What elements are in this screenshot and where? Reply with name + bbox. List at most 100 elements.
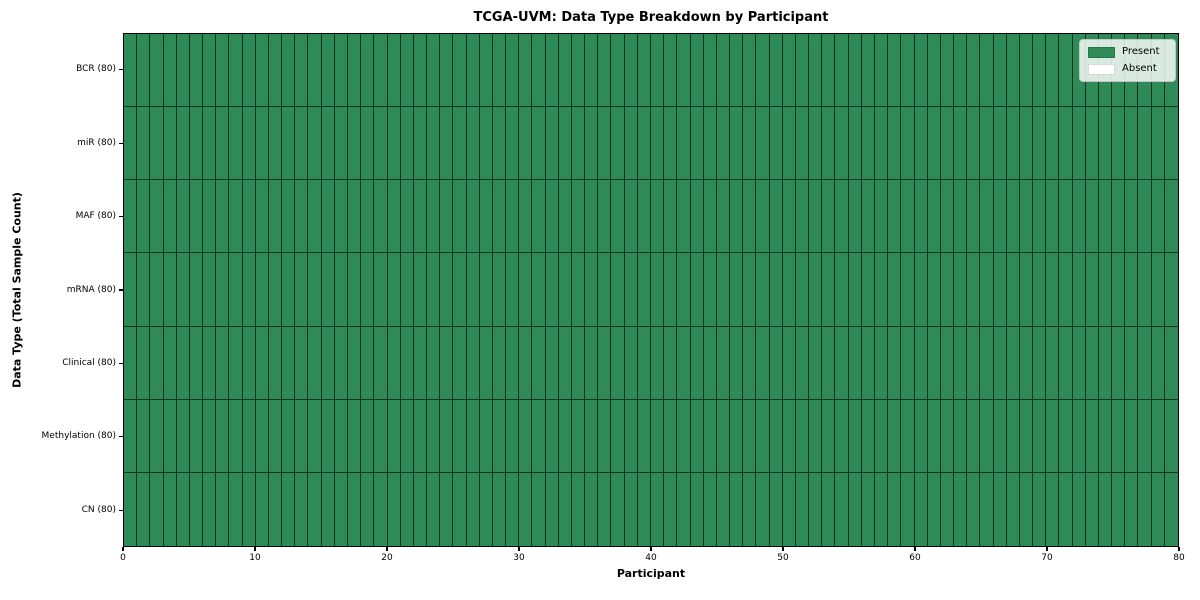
heatmap-cell xyxy=(1006,399,1020,473)
heatmap-cell xyxy=(558,326,572,400)
heatmap-cell xyxy=(282,107,296,181)
heatmap-cell xyxy=(835,34,849,108)
heatmap-cell xyxy=(466,326,480,400)
heatmap-cell xyxy=(493,472,507,546)
heatmap-cell xyxy=(795,399,810,473)
x-tick-mark xyxy=(122,547,124,551)
heatmap-cell xyxy=(321,34,335,108)
heatmap-cell xyxy=(229,34,243,108)
heatmap-cell xyxy=(1007,472,1020,546)
heatmap-cell xyxy=(492,253,507,327)
heatmap-cell xyxy=(229,107,243,181)
heatmap-cell xyxy=(769,326,783,400)
heatmap-cell xyxy=(651,107,665,181)
heatmap-cell xyxy=(848,107,862,181)
heatmap-cell xyxy=(308,472,322,546)
heatmap-cell xyxy=(150,399,164,473)
heatmap-cell xyxy=(282,326,296,400)
heatmap-cell xyxy=(150,472,164,546)
heatmap-cell xyxy=(1006,107,1020,181)
heatmap-cell xyxy=(255,326,269,400)
heatmap-cell xyxy=(453,34,467,108)
heatmap-cell xyxy=(453,399,467,473)
heatmap-cell xyxy=(519,34,533,108)
heatmap-cell xyxy=(1059,107,1073,181)
heatmap-cell xyxy=(387,180,401,254)
heatmap-cell xyxy=(321,107,335,181)
heatmap-cell xyxy=(414,472,428,546)
heatmap-cell xyxy=(295,326,309,400)
heatmap-cell xyxy=(506,34,520,108)
heatmap-cell xyxy=(387,399,401,473)
heatmap-cell xyxy=(835,472,849,546)
heatmap-cell xyxy=(967,253,981,327)
heatmap-cell xyxy=(954,180,968,254)
heatmap-cell xyxy=(506,253,520,327)
heatmap-cell xyxy=(1151,107,1165,181)
y-tick-mark xyxy=(119,509,123,511)
heatmap-cell xyxy=(941,472,955,546)
heatmap-cell xyxy=(716,180,731,254)
heatmap-cell xyxy=(795,253,810,327)
heatmap-cell xyxy=(269,472,283,546)
heatmap-cell xyxy=(782,107,796,181)
heatmap-cell xyxy=(874,180,889,254)
heatmap-cell xyxy=(782,180,796,254)
heatmap-cell xyxy=(822,326,836,400)
heatmap-cell xyxy=(571,326,586,400)
heatmap-cell xyxy=(203,34,217,108)
heatmap-cell xyxy=(1019,326,1034,400)
heatmap-cell xyxy=(848,399,862,473)
heatmap-cell xyxy=(993,180,1007,254)
heatmap-cell xyxy=(993,253,1007,327)
heatmap-cell xyxy=(1112,326,1126,400)
x-tick-label: 70 xyxy=(1041,553,1053,563)
heatmap-cell xyxy=(664,34,678,108)
heatmap-cell xyxy=(809,399,823,473)
heatmap-cell xyxy=(822,399,836,473)
heatmap-cell xyxy=(624,326,638,400)
heatmap-cell xyxy=(993,34,1007,108)
heatmap-cell xyxy=(743,180,757,254)
heatmap-cell xyxy=(1164,107,1178,181)
heatmap-cell xyxy=(545,253,559,327)
y-tick-mark xyxy=(119,69,123,71)
heatmap-cell xyxy=(1085,253,1099,327)
heatmap-cell xyxy=(1125,399,1139,473)
heatmap-cell xyxy=(361,180,375,254)
heatmap-cell xyxy=(598,107,612,181)
heatmap-cell xyxy=(1006,34,1020,108)
heatmap-cell xyxy=(1151,253,1165,327)
heatmap-cell xyxy=(756,107,770,181)
heatmap-cell xyxy=(308,399,322,473)
heatmap-cell xyxy=(730,472,744,546)
heatmap-cell xyxy=(519,472,533,546)
heatmap-cell xyxy=(993,399,1007,473)
heatmap-cell xyxy=(413,107,428,181)
heatmap-cell xyxy=(901,472,915,546)
heatmap-plot-area xyxy=(123,33,1179,547)
heatmap-cell xyxy=(176,107,190,181)
heatmap-cell xyxy=(1059,34,1073,108)
heatmap-cell xyxy=(413,180,428,254)
heatmap-cell xyxy=(637,399,651,473)
heatmap-cell xyxy=(1085,180,1099,254)
heatmap-cell xyxy=(703,253,717,327)
heatmap-cell xyxy=(954,34,968,108)
heatmap-cell xyxy=(861,34,875,108)
heatmap-cell xyxy=(835,253,849,327)
heatmap-cell xyxy=(255,399,269,473)
heatmap-cell xyxy=(190,472,204,546)
heatmap-cell xyxy=(163,399,177,473)
heatmap-cell xyxy=(506,399,520,473)
heatmap-cell xyxy=(268,253,283,327)
heatmap-cell xyxy=(361,399,375,473)
heatmap-cell xyxy=(361,107,375,181)
heatmap-cell xyxy=(1138,472,1152,546)
heatmap-cell xyxy=(1112,107,1126,181)
heatmap-cell xyxy=(532,253,546,327)
heatmap-cell xyxy=(993,326,1007,400)
heatmap-cell xyxy=(651,180,665,254)
heatmap-cell xyxy=(888,253,902,327)
heatmap-cell xyxy=(347,253,362,327)
